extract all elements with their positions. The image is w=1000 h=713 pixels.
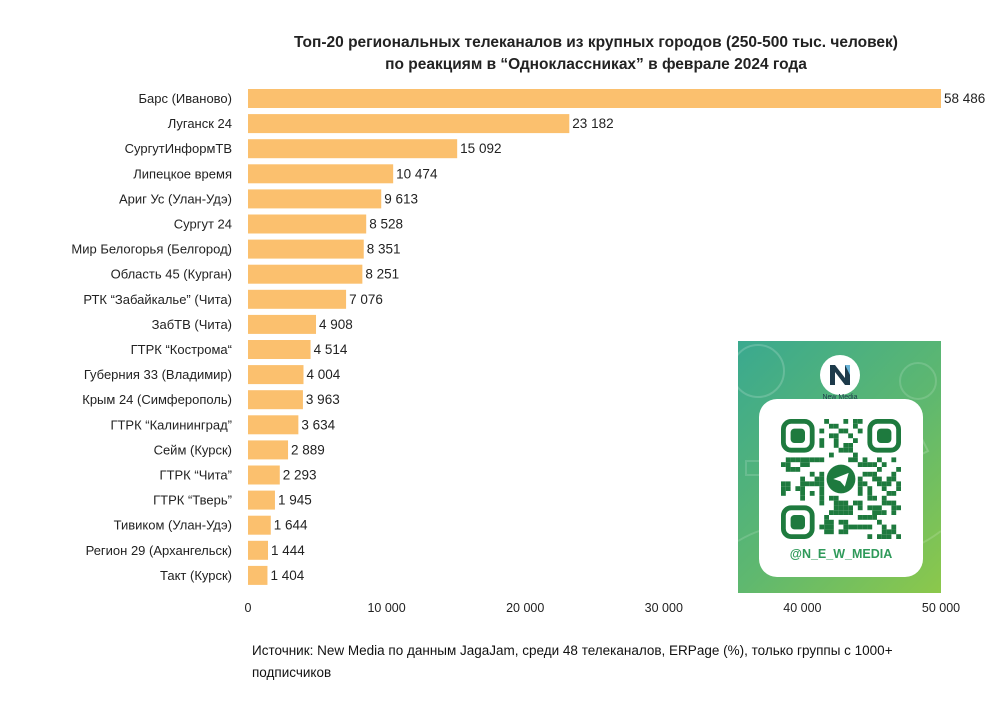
category-label: Сейм (Курск) (154, 442, 232, 457)
data-label: 3 634 (301, 417, 335, 432)
bar (248, 515, 271, 535)
category-label: Луганск 24 (168, 116, 232, 131)
category-label: Такт (Курск) (160, 568, 232, 583)
category-label: ЗабТВ (Чита) (152, 317, 232, 332)
category-label: Липецкое время (133, 166, 232, 181)
x-tick-label: 20 000 (506, 601, 544, 615)
x-tick-label: 30 000 (645, 601, 683, 615)
bar (248, 264, 363, 284)
data-label: 4 514 (314, 342, 348, 357)
bar (248, 289, 347, 309)
chart-title-line-1: Топ-20 региональных телеканалов из крупн… (294, 34, 898, 51)
category-label: ГТРК “Кострома“ (131, 342, 232, 357)
data-label: 4 004 (306, 367, 340, 382)
category-label: Регион 29 (Архангельск) (86, 543, 232, 558)
x-tick-label: 0 (245, 601, 252, 615)
data-label: 2 889 (291, 442, 325, 457)
bar (248, 114, 570, 134)
data-label: 2 293 (283, 468, 317, 483)
data-label: 8 528 (369, 217, 403, 232)
x-tick-label: 50 000 (922, 601, 960, 615)
data-label: 1 644 (274, 518, 308, 533)
bar (248, 189, 382, 209)
bar (248, 139, 458, 159)
category-label: Сургут 24 (174, 217, 232, 232)
data-label: 9 613 (384, 191, 418, 206)
qr-card[interactable]: @N_E_W_MEDIA (759, 399, 923, 577)
data-label: 15 092 (460, 141, 501, 156)
category-label: СургутИнформТВ (125, 141, 232, 156)
source-note: Источник: New Media по данным JagaJam, с… (252, 643, 893, 680)
category-label: Ариг Ус (Улан-Удэ) (119, 191, 232, 206)
category-label: Область 45 (Курган) (111, 267, 232, 282)
bar (248, 239, 364, 259)
category-label: Губерния 33 (Владимир) (84, 367, 232, 382)
data-label: 1 444 (271, 543, 305, 558)
x-tick-label: 40 000 (783, 601, 821, 615)
data-label: 1 404 (270, 568, 304, 583)
data-label: 4 908 (319, 317, 353, 332)
data-label: 58 486 (944, 91, 985, 106)
logo-caption: New Media (822, 394, 858, 401)
data-label: 8 351 (367, 242, 401, 257)
bar (248, 465, 280, 485)
data-label: 8 251 (365, 267, 399, 282)
bar (248, 164, 394, 184)
category-label: ГТРК “Калининград” (110, 417, 232, 432)
category-label: Крым 24 (Симферополь) (82, 392, 232, 407)
data-label: 10 474 (396, 166, 438, 181)
bar (248, 565, 268, 585)
bar (248, 314, 317, 334)
category-label: Тивиком (Улан-Удэ) (114, 518, 232, 533)
category-label: ГТРК “Тверь” (153, 493, 232, 508)
bar (248, 365, 304, 385)
chart-title-line-2: по реакциям в “Одноклассниках” в феврале… (385, 56, 807, 73)
bar (248, 214, 367, 234)
qr-code[interactable] (781, 419, 901, 539)
bar (248, 540, 269, 560)
telegram-handle[interactable]: @N_E_W_MEDIA (789, 547, 893, 561)
bar-chart: Топ-20 региональных телеканалов из крупн… (71, 34, 985, 615)
data-label: 7 076 (349, 292, 383, 307)
new-media-logo-icon (820, 355, 860, 395)
data-label: 3 963 (306, 392, 340, 407)
category-label: ГТРК “Чита” (160, 468, 232, 483)
category-label: Мир Белогорья (Белгород) (71, 242, 232, 257)
x-tick-label: 10 000 (367, 601, 405, 615)
bar (248, 89, 941, 108)
bar (248, 490, 275, 510)
bar (248, 390, 303, 410)
category-label: Барс (Иваново) (139, 91, 233, 106)
qr-promo-panel[interactable]: New Media @N_E_W_MEDIA (738, 341, 941, 593)
data-label: 1 945 (278, 493, 312, 508)
bar (248, 340, 311, 359)
category-label: РТК “Забайкалье” (Чита) (83, 292, 232, 307)
bar (248, 440, 289, 460)
bar (248, 415, 299, 435)
data-label: 23 182 (572, 116, 613, 131)
